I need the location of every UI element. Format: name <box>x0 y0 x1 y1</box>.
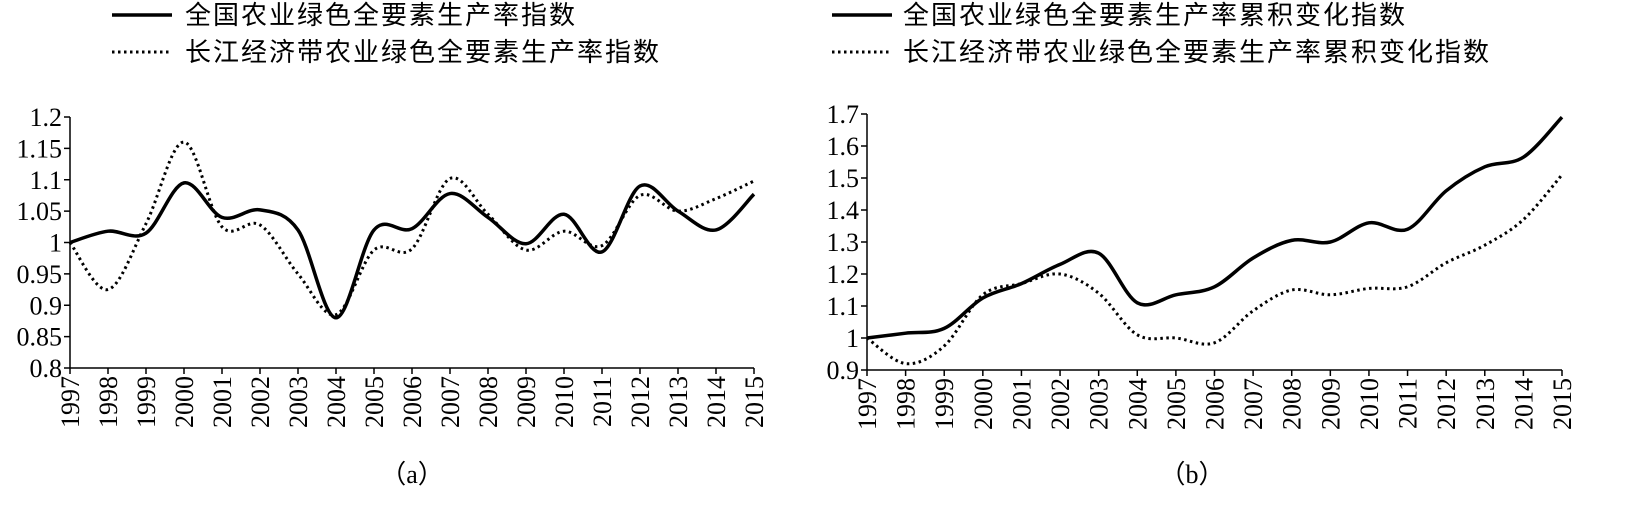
legend-a-dotted-label: 长江经济带农业绿色全要素生产率指数 <box>185 38 661 68</box>
x-tick-label-a: 2013 <box>664 376 693 428</box>
axes-b: 0.9 1 1.1 1.2 1.3 1.4 1.5 1.6 1.7 1997 1998 1999 200… <box>827 100 1578 430</box>
series-line-b-dotted <box>866 173 1564 366</box>
x-tick-label-b: 2002 <box>1046 378 1075 430</box>
y-tick-label-a: 1.15 <box>17 134 63 163</box>
x-tick-label-a: 2001 <box>208 376 237 428</box>
x-tick-label-b: 2010 <box>1355 378 1384 430</box>
y-tick-label-a: 0.9 <box>30 291 63 320</box>
x-tick-label-a: 1999 <box>132 376 161 428</box>
legend-a: 全国农业绿色全要素生产率指数 长江经济带农业绿色全要素生产率指数 <box>112 1 661 68</box>
y-tick-label-a: 0.8 <box>30 354 63 383</box>
x-tick-label-a: 2008 <box>474 376 503 428</box>
x-tick-label-a: 1998 <box>94 376 123 428</box>
y-tick-label-a: 1.2 <box>30 103 63 132</box>
axes-a: 0.80.85 0.90.951 1.051.1 1.151.2 1997 1998 199… <box>17 103 770 428</box>
series-line-a-dotted <box>68 140 755 317</box>
x-tick-label-a: 2011 <box>588 376 617 427</box>
y-tick-label-b: 0.9 <box>827 356 860 385</box>
x-tick-label-b: 2014 <box>1509 378 1538 430</box>
x-tick-label-b: 2004 <box>1123 378 1152 430</box>
legend-a-solid-label: 全国农业绿色全要素生产率指数 <box>185 1 577 31</box>
chart-a: 全国农业绿色全要素生产率指数 长江经济带农业绿色全要素生产率指数 0.80.85… <box>17 1 770 489</box>
y-tick-label-b: 1.2 <box>827 260 860 289</box>
x-tick-label-b: 2011 <box>1394 378 1423 429</box>
x-tick-label-a: 2010 <box>550 376 579 428</box>
x-tick-label-b: 2003 <box>1085 378 1114 430</box>
x-tick-label-b: 2000 <box>969 378 998 430</box>
y-tick-label-b: 1.3 <box>827 228 860 257</box>
x-tick-label-a: 2003 <box>284 376 313 428</box>
x-tick-label-b: 2008 <box>1278 378 1307 430</box>
x-tick-label-b: 2013 <box>1471 378 1500 430</box>
y-tick-label-b: 1.7 <box>827 100 860 129</box>
x-tick-label-a: 2012 <box>626 376 655 428</box>
x-tick-label-a: 2002 <box>246 376 275 428</box>
x-tick-label-a: 2014 <box>702 376 731 428</box>
x-tick-label-a: 2006 <box>398 376 427 428</box>
y-tick-label-b: 1 <box>846 324 859 353</box>
x-tick-label-b: 2012 <box>1432 378 1461 430</box>
y-tick-label-a: 1 <box>49 229 62 258</box>
chart-b: 全国农业绿色全要素生产率累积变化指数 长江经济带农业绿色全要素生产率累积变化指数… <box>827 1 1578 489</box>
x-tick-label-a: 2000 <box>170 376 199 428</box>
x-tick-label-b: 2007 <box>1239 378 1268 430</box>
x-tick-label-b: 2006 <box>1201 378 1230 430</box>
x-tick-label-b: 2005 <box>1162 378 1191 430</box>
y-tick-label-b: 1.1 <box>827 292 860 321</box>
legend-b-dotted-label: 长江经济带农业绿色全要素生产率累积变化指数 <box>903 38 1491 68</box>
y-tick-label-a: 0.85 <box>17 323 63 352</box>
x-tick-label-a: 2007 <box>436 376 465 428</box>
x-tick-label-b: 2001 <box>1007 378 1036 430</box>
x-tick-label-b: 1997 <box>853 378 882 430</box>
caption-a: （a） <box>380 460 444 489</box>
y-tick-label-a: 1.05 <box>17 197 63 226</box>
y-tick-label-b: 1.6 <box>827 132 860 161</box>
series-line-a-solid <box>69 181 756 320</box>
x-tick-label-b: 2009 <box>1316 378 1345 430</box>
x-tick-label-b: 1999 <box>930 378 959 430</box>
series-line-b-solid <box>866 115 1564 340</box>
x-tick-label-a: 2005 <box>360 376 389 428</box>
y-tick-label-a: 0.95 <box>17 260 63 289</box>
x-tick-label-b: 2015 <box>1548 378 1577 430</box>
legend-b: 全国农业绿色全要素生产率累积变化指数 长江经济带农业绿色全要素生产率累积变化指数 <box>832 1 1491 68</box>
x-tick-label-a: 2015 <box>740 376 769 428</box>
x-tick-label-a: 1997 <box>56 376 85 428</box>
caption-b: （b） <box>1159 460 1224 489</box>
legend-b-solid-label: 全国农业绿色全要素生产率累积变化指数 <box>903 1 1407 31</box>
y-tick-label-b: 1.4 <box>827 196 860 225</box>
x-tick-label-a: 2009 <box>512 376 541 428</box>
x-tick-label-b: 1998 <box>892 378 921 430</box>
y-tick-label-b: 1.5 <box>827 164 860 193</box>
x-tick-label-a: 2004 <box>322 376 351 428</box>
y-tick-label-a: 1.1 <box>30 166 63 195</box>
